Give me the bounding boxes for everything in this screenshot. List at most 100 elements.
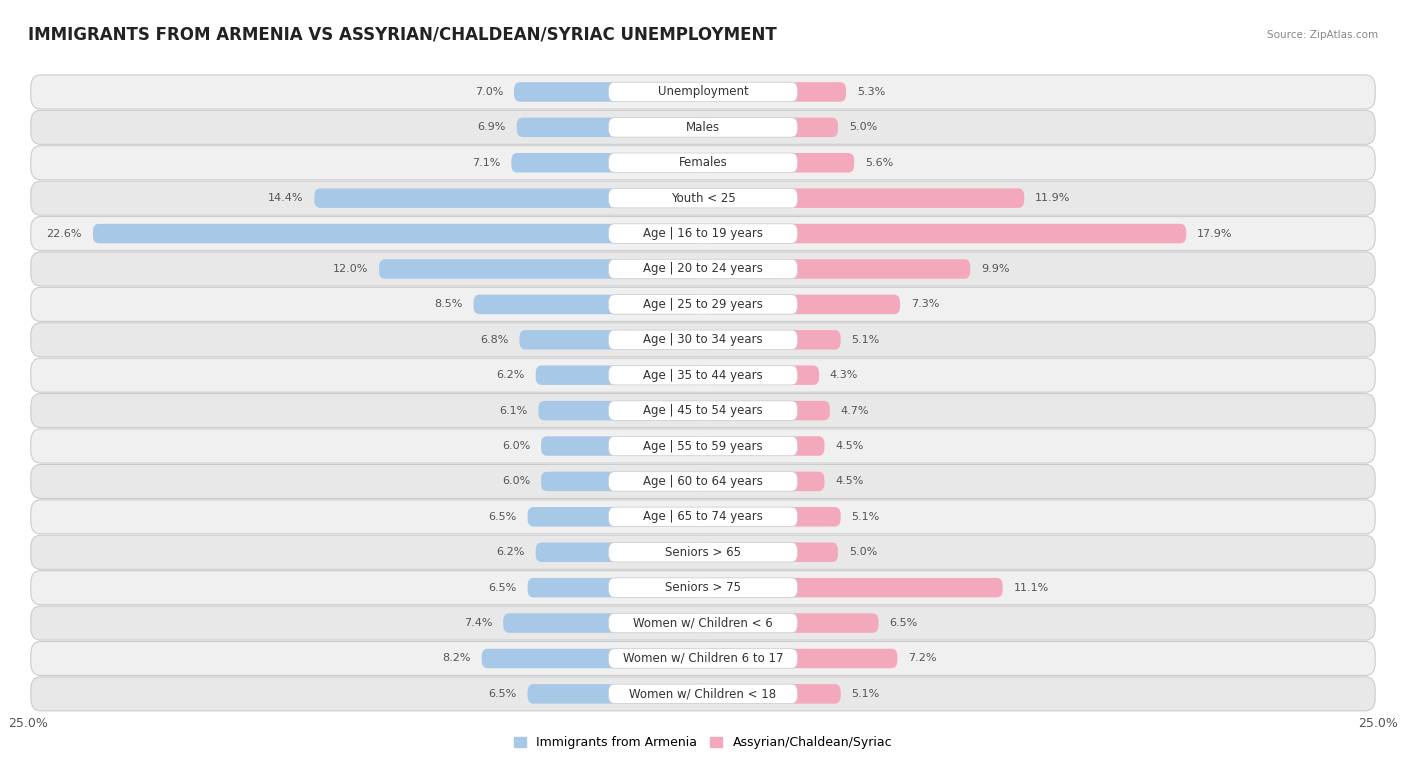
FancyBboxPatch shape [703, 578, 1002, 597]
FancyBboxPatch shape [609, 436, 797, 456]
FancyBboxPatch shape [31, 641, 1375, 675]
FancyBboxPatch shape [703, 366, 820, 385]
Text: Age | 60 to 64 years: Age | 60 to 64 years [643, 475, 763, 488]
Text: 4.7%: 4.7% [841, 406, 869, 416]
FancyBboxPatch shape [609, 649, 797, 668]
Legend: Immigrants from Armenia, Assyrian/Chaldean/Syriac: Immigrants from Armenia, Assyrian/Chalde… [509, 731, 897, 754]
FancyBboxPatch shape [609, 294, 797, 314]
FancyBboxPatch shape [315, 188, 703, 208]
FancyBboxPatch shape [609, 259, 797, 279]
FancyBboxPatch shape [31, 75, 1375, 109]
FancyBboxPatch shape [609, 83, 797, 101]
Text: 6.2%: 6.2% [496, 547, 524, 557]
FancyBboxPatch shape [519, 330, 703, 350]
Text: 14.4%: 14.4% [269, 193, 304, 203]
FancyBboxPatch shape [703, 472, 824, 491]
FancyBboxPatch shape [380, 259, 703, 279]
FancyBboxPatch shape [536, 366, 703, 385]
FancyBboxPatch shape [31, 500, 1375, 534]
FancyBboxPatch shape [609, 613, 797, 633]
Text: 6.9%: 6.9% [478, 123, 506, 132]
Text: Women w/ Children < 6: Women w/ Children < 6 [633, 616, 773, 630]
FancyBboxPatch shape [527, 507, 703, 527]
Text: 5.1%: 5.1% [852, 512, 880, 522]
FancyBboxPatch shape [609, 366, 797, 385]
FancyBboxPatch shape [609, 507, 797, 527]
FancyBboxPatch shape [703, 224, 1187, 243]
FancyBboxPatch shape [609, 330, 797, 350]
FancyBboxPatch shape [527, 684, 703, 703]
FancyBboxPatch shape [474, 294, 703, 314]
FancyBboxPatch shape [703, 649, 897, 668]
FancyBboxPatch shape [703, 507, 841, 527]
FancyBboxPatch shape [538, 401, 703, 420]
FancyBboxPatch shape [703, 83, 846, 101]
Text: 7.2%: 7.2% [908, 653, 936, 663]
FancyBboxPatch shape [541, 472, 703, 491]
FancyBboxPatch shape [541, 436, 703, 456]
Text: Age | 65 to 74 years: Age | 65 to 74 years [643, 510, 763, 523]
Text: 7.3%: 7.3% [911, 299, 939, 310]
Text: 17.9%: 17.9% [1197, 229, 1233, 238]
Text: 6.2%: 6.2% [496, 370, 524, 380]
FancyBboxPatch shape [31, 606, 1375, 640]
FancyBboxPatch shape [609, 684, 797, 703]
FancyBboxPatch shape [703, 330, 841, 350]
FancyBboxPatch shape [609, 153, 797, 173]
Text: Seniors > 65: Seniors > 65 [665, 546, 741, 559]
Text: Age | 20 to 24 years: Age | 20 to 24 years [643, 263, 763, 276]
FancyBboxPatch shape [703, 188, 1024, 208]
Text: 6.1%: 6.1% [499, 406, 527, 416]
FancyBboxPatch shape [609, 543, 797, 562]
Text: 6.5%: 6.5% [488, 512, 517, 522]
Text: 6.5%: 6.5% [889, 618, 918, 628]
Text: Males: Males [686, 121, 720, 134]
FancyBboxPatch shape [31, 111, 1375, 145]
Text: 22.6%: 22.6% [46, 229, 82, 238]
FancyBboxPatch shape [31, 288, 1375, 322]
FancyBboxPatch shape [31, 677, 1375, 711]
Text: Age | 30 to 34 years: Age | 30 to 34 years [643, 333, 763, 346]
FancyBboxPatch shape [31, 429, 1375, 463]
Text: 6.0%: 6.0% [502, 476, 530, 487]
FancyBboxPatch shape [703, 401, 830, 420]
FancyBboxPatch shape [703, 259, 970, 279]
FancyBboxPatch shape [527, 578, 703, 597]
Text: 11.1%: 11.1% [1014, 583, 1049, 593]
Text: 9.9%: 9.9% [981, 264, 1010, 274]
Text: IMMIGRANTS FROM ARMENIA VS ASSYRIAN/CHALDEAN/SYRIAC UNEMPLOYMENT: IMMIGRANTS FROM ARMENIA VS ASSYRIAN/CHAL… [28, 25, 778, 43]
Text: 8.2%: 8.2% [443, 653, 471, 663]
FancyBboxPatch shape [31, 394, 1375, 428]
Text: 8.5%: 8.5% [434, 299, 463, 310]
FancyBboxPatch shape [31, 322, 1375, 357]
Text: 7.0%: 7.0% [475, 87, 503, 97]
Text: Age | 35 to 44 years: Age | 35 to 44 years [643, 369, 763, 382]
FancyBboxPatch shape [703, 613, 879, 633]
Text: 6.5%: 6.5% [488, 689, 517, 699]
Text: 5.0%: 5.0% [849, 547, 877, 557]
Text: Women w/ Children 6 to 17: Women w/ Children 6 to 17 [623, 652, 783, 665]
FancyBboxPatch shape [609, 578, 797, 597]
FancyBboxPatch shape [703, 436, 824, 456]
FancyBboxPatch shape [31, 217, 1375, 251]
FancyBboxPatch shape [703, 294, 900, 314]
FancyBboxPatch shape [703, 543, 838, 562]
FancyBboxPatch shape [609, 224, 797, 243]
Text: 6.8%: 6.8% [481, 335, 509, 344]
FancyBboxPatch shape [31, 252, 1375, 286]
FancyBboxPatch shape [609, 117, 797, 137]
Text: 5.0%: 5.0% [849, 123, 877, 132]
Text: 11.9%: 11.9% [1035, 193, 1070, 203]
Text: 4.5%: 4.5% [835, 476, 863, 487]
Text: Youth < 25: Youth < 25 [671, 192, 735, 204]
Text: 5.3%: 5.3% [856, 87, 886, 97]
FancyBboxPatch shape [31, 146, 1375, 179]
FancyBboxPatch shape [703, 153, 855, 173]
Text: 5.1%: 5.1% [852, 335, 880, 344]
FancyBboxPatch shape [703, 117, 838, 137]
FancyBboxPatch shape [31, 571, 1375, 605]
FancyBboxPatch shape [31, 358, 1375, 392]
Text: 6.0%: 6.0% [502, 441, 530, 451]
FancyBboxPatch shape [609, 188, 797, 208]
Text: Seniors > 75: Seniors > 75 [665, 581, 741, 594]
